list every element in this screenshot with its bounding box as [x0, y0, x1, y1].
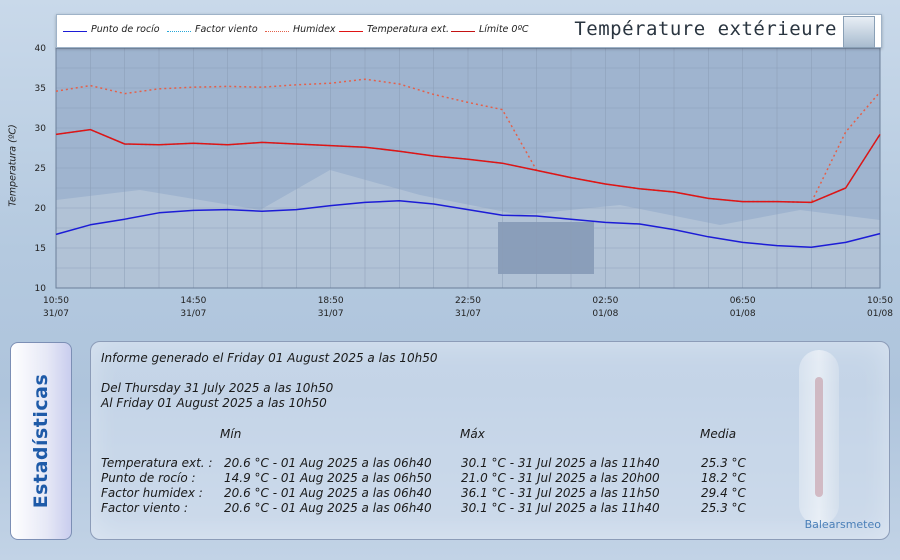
legend-swatch-dew: [63, 31, 87, 32]
y-tick-label: 40: [35, 44, 47, 54]
row-min: 20.6 °C - 01 Aug 2025 a las 06h40: [224, 456, 432, 470]
header-max: Máx: [460, 427, 485, 441]
row-max: 36.1 °C - 31 Jul 2025 a las 11h50: [461, 486, 660, 500]
header-min: Mín: [220, 427, 242, 441]
chart-svg: 10 15 20 25 30 35 40 10:50 31/07 14:50 31/07 18:50 3…: [35, 44, 894, 319]
series-line-0: [55, 200, 881, 248]
row-media: 25.3 °C: [701, 456, 746, 470]
legend-label-temp: Temperatura ext.: [367, 24, 450, 35]
x-tick-label: 10:50: [43, 296, 69, 306]
row-min: 20.6 °C - 01 Aug 2025 a las 06h40: [224, 501, 432, 515]
legend-label-humidex: Humidex: [293, 24, 336, 35]
x-tick-date: 31/07: [318, 309, 344, 319]
legend-label-limit: Límite 0ºC: [479, 24, 529, 35]
y-tick-label: 35: [35, 84, 46, 94]
row-min: 20.6 °C - 01 Aug 2025 a las 06h40: [224, 486, 432, 500]
chart-legend: Punto de rocío Factor viento Humidex Tem…: [56, 14, 882, 48]
legend-swatch-limit: [451, 31, 475, 32]
brand-credit: Balearsmeteo: [804, 518, 881, 531]
plot-border: [55, 47, 881, 289]
x-tick-label: 18:50: [318, 296, 344, 306]
x-tick-date: 31/07: [43, 309, 69, 319]
header-media: Media: [700, 427, 737, 441]
y-tick-label: 25: [35, 164, 46, 174]
row-label: Factor humidex :: [101, 486, 203, 500]
x-tick-date: 01/08: [867, 309, 893, 319]
x-tick-date: 31/07: [455, 309, 481, 319]
row-media: 18.2 °C: [701, 471, 746, 485]
y-tick-label: 30: [35, 124, 47, 134]
legend-swatch-temp: [339, 31, 363, 32]
row-max: 21.0 °C - 31 Jul 2025 a las 20h00: [461, 471, 660, 485]
row-media: 29.4 °C: [701, 486, 746, 500]
x-tick-date: 01/08: [592, 309, 618, 319]
temperature-chart: 10 15 20 25 30 35 40 10:50 31/07 14:50 31/07 18:50 3…: [7, 14, 894, 319]
x-tick-date: 31/07: [180, 309, 206, 319]
y-tick-label: 20: [35, 204, 47, 214]
y-tick-label: 10: [35, 284, 47, 294]
row-min: 14.9 °C - 01 Aug 2025 a las 06h50: [224, 471, 432, 485]
x-tick-label: 22:50: [455, 296, 481, 306]
legend-label-windchill: Factor viento: [195, 24, 258, 35]
row-media: 25.3 °C: [701, 501, 746, 515]
y-axis-label: Temperatura (ºC): [7, 124, 19, 207]
stats-panel: Informe generado el Friday 01 August 202…: [90, 341, 890, 540]
chart-title: Température extérieure: [574, 18, 837, 40]
row-label: Factor viento :: [101, 501, 188, 515]
legend-swatch-windchill: [167, 31, 191, 32]
thermometer-icon: [799, 350, 839, 525]
x-tick-label: 06:50: [730, 296, 756, 306]
row-max: 30.1 °C - 31 Jul 2025 a las 11h40: [461, 456, 660, 470]
legend-label-dew: Punto de rocío: [91, 24, 160, 35]
legend-swatch-humidex: [265, 31, 289, 32]
x-tick-label: 02:50: [592, 296, 618, 306]
row-label: Punto de rocío :: [101, 471, 196, 485]
period-to-line: Al Friday 01 August 2025 a las 10h50: [101, 396, 327, 410]
x-tick-label: 10:50: [867, 296, 893, 306]
row-label: Temperatura ext. :: [101, 456, 213, 470]
report-generated-line: Informe generado el Friday 01 August 202…: [101, 351, 438, 365]
stats-tab[interactable]: Estadísticas: [10, 342, 72, 540]
x-tick-label: 14:50: [180, 296, 206, 306]
weather-station-icon: [843, 16, 875, 48]
row-max: 30.1 °C - 31 Jul 2025 a las 11h40: [461, 501, 660, 515]
series-line-3: [55, 128, 881, 204]
period-from-line: Del Thursday 31 July 2025 a las 10h50: [101, 381, 334, 395]
stats-tab-label: Estadísticas: [30, 373, 52, 509]
x-tick-date: 01/08: [730, 309, 756, 319]
y-tick-label: 15: [35, 244, 46, 254]
